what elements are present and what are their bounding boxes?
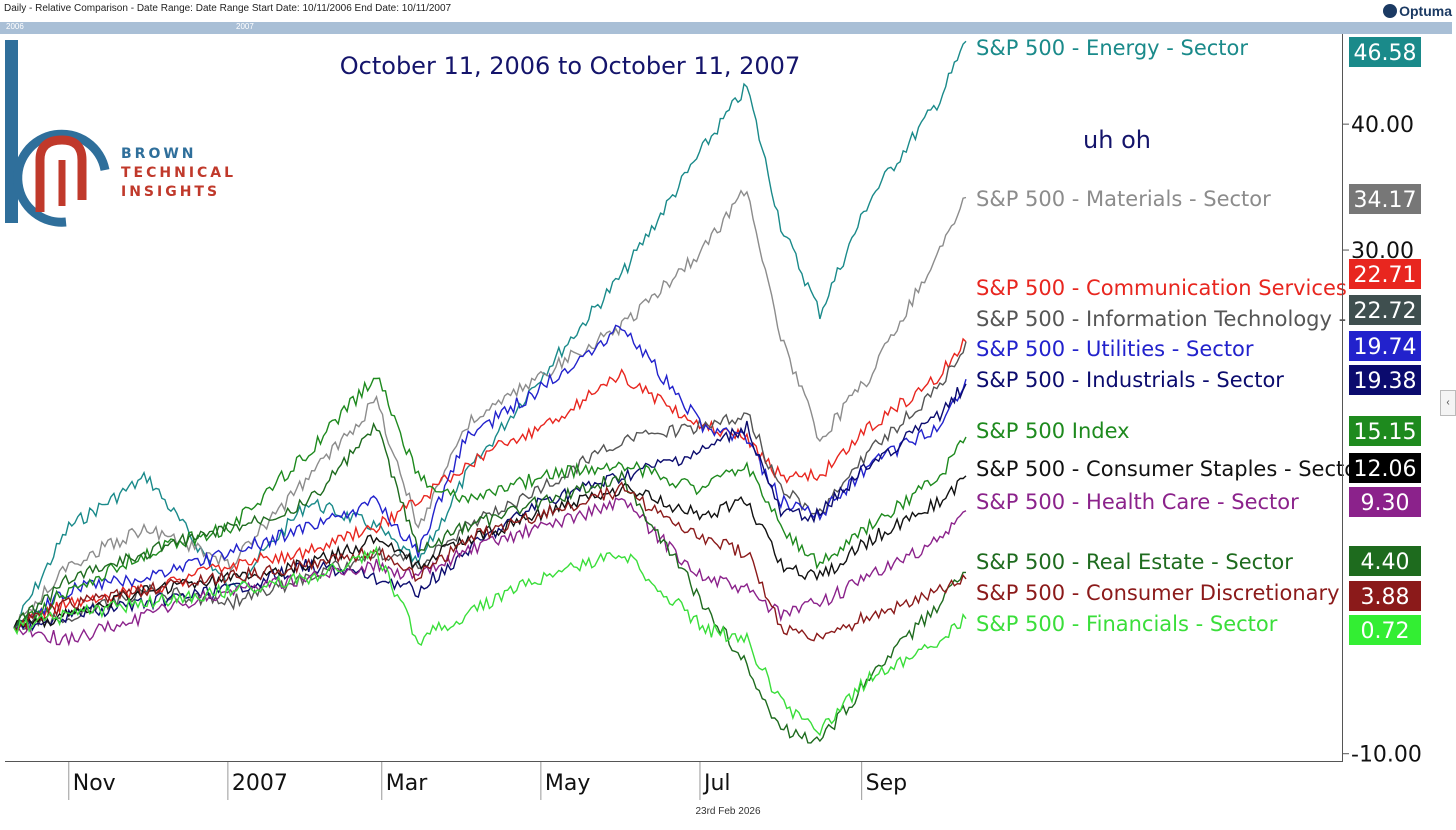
series-line-sandp-500-materials-sector: [13, 189, 967, 629]
series-label-sandp-500-industrials-sector: S&P 500 - Industrials - Sector: [976, 368, 1284, 392]
logo-line1: BROWN: [121, 146, 197, 162]
last-value-box-sandp-500-real-estate-sector: [1349, 546, 1421, 576]
series-label-sandp-500-consumer-discretionary: S&P 500 - Consumer Discretionary: [976, 581, 1340, 605]
series-label-sandp-500-utilities-sector: S&P 500 - Utilities - Sector: [976, 337, 1254, 361]
last-value-box-sandp-500-industrials-sector: [1349, 365, 1421, 395]
series-line-sandp-500-communication-services: [13, 337, 967, 634]
series-line-sandp-500-utilities-sector: [13, 324, 967, 630]
series-layer: [13, 40, 967, 744]
x-tick-label: May: [545, 771, 590, 796]
series-line-sandp-500-energy-sector: [13, 40, 967, 629]
x-tick-label: 2007: [232, 771, 288, 796]
last-value-sandp-500-industrials-sector: 19.38: [1354, 369, 1417, 394]
strip-label-2007: 2007: [236, 22, 254, 31]
y-axis-line: [1342, 34, 1343, 761]
last-value-box-sandp-500-consumer-staples-secto: [1349, 453, 1421, 483]
series-line-sandp-500-consumer-staples-secto: [13, 475, 967, 629]
x-tick-label: Nov: [73, 771, 116, 796]
last-value-box-sandp-500-materials-sector: [1349, 184, 1421, 214]
strip-label-2006: 2006: [6, 22, 24, 31]
series-line-sandp-500-health-care-sector: [13, 497, 967, 647]
logo-line3: INSIGHTS: [121, 184, 220, 200]
series-label-sandp-500-consumer-staples-secto: S&P 500 - Consumer Staples - Secto: [976, 457, 1357, 481]
brand-name: Optuma: [1399, 3, 1452, 19]
series-label-sandp-500-materials-sector: S&P 500 - Materials - Sector: [976, 187, 1271, 211]
last-value-sandp-500-consumer-discretionary: 3.88: [1361, 585, 1410, 610]
last-value-sandp-500-information-technology: 22.72: [1354, 299, 1417, 324]
logo-bar: [5, 40, 18, 223]
x-tick-label: Mar: [386, 771, 428, 796]
chart-info-text: Daily - Relative Comparison - Date Range…: [4, 3, 452, 14]
last-value-box-sandp-500-financials-sector: [1349, 615, 1421, 645]
last-value-sandp-500-health-care-sector: 9.30: [1361, 491, 1410, 516]
last-value-sandp-500-index: 15.15: [1354, 420, 1417, 445]
last-value-labels: 46.58 34.17 22.71 22.72 19.74 19.38 15.15 12.06…: [1349, 37, 1421, 645]
top-info-bar: Daily - Relative Comparison - Date Range…: [0, 0, 1456, 22]
optuma-logo-icon: [1383, 4, 1398, 18]
series-label-sandp-500-communication-services: S&P 500 - Communication Services: [976, 276, 1347, 300]
x-axis-labels: Nov 2007 Mar May Jul Sep: [68, 761, 907, 800]
x-tick-label: Sep: [866, 771, 907, 796]
last-value-sandp-500-communication-services: 22.71: [1354, 263, 1417, 288]
logo-mark: [35, 135, 87, 212]
logo-line2: TECHNICAL: [121, 165, 236, 181]
series-label-sandp-500-health-care-sector: S&P 500 - Health Care - Sector: [976, 490, 1299, 514]
chart-title: October 11, 2006 to October 11, 2007: [340, 52, 800, 80]
optuma-brand: Optuma: [1383, 3, 1452, 19]
last-value-box-sandp-500-index: [1349, 416, 1421, 446]
last-value-box-sandp-500-energy-sector: [1349, 37, 1421, 67]
series-name-labels: S&P 500 - Energy - Sector S&P 500 - Mater…: [976, 36, 1357, 636]
series-label-sandp-500-financials-sector: S&P 500 - Financials - Sector: [976, 612, 1278, 636]
last-value-sandp-500-utilities-sector: 19.74: [1354, 335, 1417, 360]
last-value-box-sandp-500-health-care-sector: [1349, 487, 1421, 517]
last-value-sandp-500-consumer-staples-secto: 12.06: [1354, 457, 1417, 482]
footer-date: 23rd Feb 2026: [695, 806, 761, 817]
last-value-box-sandp-500-communication-services: [1349, 259, 1421, 289]
last-value-box-sandp-500-utilities-sector: [1349, 331, 1421, 361]
series-label-sandp-500-energy-sector: S&P 500 - Energy - Sector: [976, 36, 1248, 60]
last-value-sandp-500-real-estate-sector: 4.40: [1361, 550, 1410, 575]
series-line-sandp-500-consumer-discretionary: [13, 481, 967, 642]
series-line-sandp-500-information-technology: [13, 341, 967, 631]
last-value-sandp-500-materials-sector: 34.17: [1354, 188, 1417, 213]
y-tick-label: -10.00: [1351, 743, 1422, 768]
series-label-sandp-500-information-technology: S&P 500 - Information Technology -: [976, 307, 1346, 331]
last-value-sandp-500-energy-sector: 46.58: [1354, 41, 1417, 66]
annotation-uh-oh: uh oh: [1083, 126, 1151, 154]
x-axis-line: [5, 761, 1343, 762]
series-label-sandp-500-index: S&P 500 Index: [976, 419, 1130, 443]
series-line-sandp-500-real-estate-sector: [13, 421, 966, 744]
last-value-sandp-500-financials-sector: 0.72: [1361, 619, 1410, 644]
y-tick-label: 40.00: [1351, 113, 1414, 138]
brown-technical-insights-logo: BROWN TECHNICAL INSIGHTS: [5, 40, 236, 227]
series-line-sandp-500-financials-sector: [13, 545, 967, 737]
panel-toggle-chevron-icon[interactable]: ‹: [1440, 390, 1456, 416]
last-value-box-sandp-500-information-technology: [1349, 295, 1421, 325]
series-label-sandp-500-real-estate-sector: S&P 500 - Real Estate - Sector: [976, 550, 1293, 574]
date-scroll-strip[interactable]: 2006 2007: [0, 22, 1452, 34]
last-value-box-sandp-500-consumer-discretionary: [1349, 581, 1421, 611]
x-tick-label: Jul: [702, 771, 731, 796]
logo-arc: [13, 129, 110, 227]
